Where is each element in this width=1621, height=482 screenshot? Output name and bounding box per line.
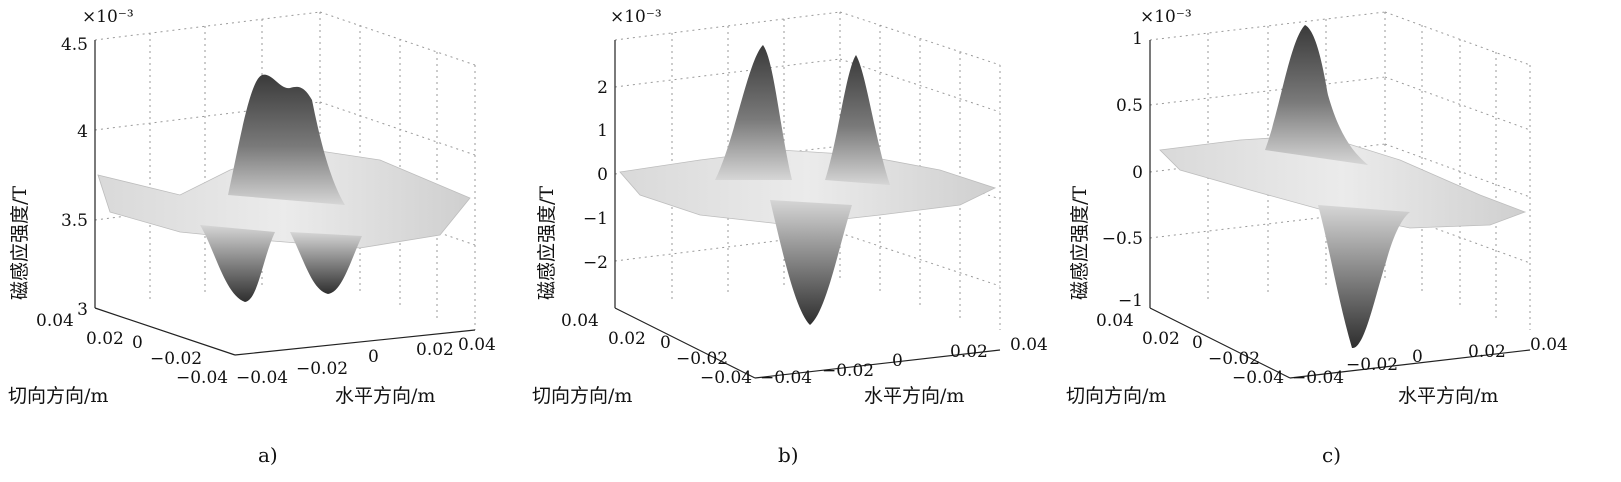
z-tick: −1 bbox=[583, 209, 608, 229]
y-tick: 0.02 bbox=[608, 329, 646, 349]
y-tick: 0.02 bbox=[1142, 329, 1180, 349]
z-tick: 0 bbox=[1132, 163, 1143, 183]
panel-a-base bbox=[94, 40, 476, 356]
panel-c-base bbox=[1149, 40, 1531, 379]
x-axis-label: 水平方向/m bbox=[864, 385, 964, 407]
panel-b-x-ticks: −0.04 −0.02 0 0.02 0.04 bbox=[760, 335, 1048, 388]
x-tick: 0.04 bbox=[1010, 335, 1048, 355]
panel-c: 1 0.5 0 −0.5 −1 ×10⁻³ 磁感应强度/T 0.04 0.02 … bbox=[1066, 7, 1568, 467]
panel-b-surface bbox=[619, 45, 997, 325]
panel-c-surface bbox=[1159, 25, 1527, 349]
z-tick: 1 bbox=[597, 121, 608, 141]
z-tick: −0.5 bbox=[1102, 229, 1143, 249]
y-axis-label: 切向方向/m bbox=[1066, 385, 1166, 407]
x-tick: −0.04 bbox=[236, 368, 288, 388]
x-tick: −0.04 bbox=[760, 368, 812, 388]
x-tick: −0.02 bbox=[296, 359, 348, 379]
panel-caption: b) bbox=[778, 443, 799, 467]
x-tick: −0.02 bbox=[1346, 355, 1398, 375]
panel-c-x-ticks: −0.04 −0.02 0 0.02 0.04 bbox=[1292, 335, 1568, 388]
x-tick: 0.02 bbox=[1468, 342, 1506, 362]
z-tick: 2 bbox=[597, 78, 608, 98]
y-tick: −0.02 bbox=[676, 349, 728, 369]
y-tick: 0.04 bbox=[1096, 311, 1134, 331]
y-tick: 0 bbox=[660, 333, 671, 353]
z-tick: 3.5 bbox=[61, 211, 88, 231]
z-tick: 4 bbox=[77, 122, 88, 142]
x-tick: 0 bbox=[892, 351, 903, 371]
z-axis-label: 磁感应强度/T bbox=[9, 186, 31, 300]
y-axis-label: 切向方向/m bbox=[532, 385, 632, 407]
y-tick: −0.02 bbox=[1208, 349, 1260, 369]
y-tick: −0.04 bbox=[1232, 368, 1284, 388]
multiplier-label: ×10⁻³ bbox=[610, 7, 662, 27]
x-tick: 0 bbox=[1412, 347, 1423, 367]
y-tick: −0.02 bbox=[150, 349, 202, 369]
panel-a: 4.5 4 3.5 3 ×10⁻³ 磁感应强度/T 0.04 0.02 0 −0… bbox=[8, 7, 496, 467]
x-tick: 0 bbox=[368, 347, 379, 367]
panel-b: 2 1 0 −1 −2 ×10⁻³ 磁感应强度/T 0.04 0.02 0 −0… bbox=[532, 7, 1048, 467]
y-tick: 0 bbox=[132, 333, 143, 353]
panel-b-z-ticks: 2 1 0 −1 −2 bbox=[583, 78, 608, 273]
z-tick: −1 bbox=[1118, 291, 1143, 311]
x-tick: −0.04 bbox=[1292, 368, 1344, 388]
panel-a-surface bbox=[97, 74, 471, 302]
panel-caption: a) bbox=[258, 443, 278, 467]
z-tick: −2 bbox=[583, 253, 608, 273]
y-tick: 0.02 bbox=[86, 329, 124, 349]
x-tick: 0.02 bbox=[416, 340, 454, 360]
panel-a-z-ticks: 4.5 4 3.5 3 bbox=[61, 35, 88, 320]
x-axis-label: 水平方向/m bbox=[335, 385, 435, 407]
panel-a-x-ticks: −0.04 −0.02 0 0.02 0.04 bbox=[236, 335, 496, 388]
z-tick: 4.5 bbox=[61, 35, 88, 55]
x-tick: 0.02 bbox=[950, 342, 988, 362]
y-tick: 0.04 bbox=[36, 311, 74, 331]
multiplier-label: ×10⁻³ bbox=[82, 7, 134, 27]
z-axis-label: 磁感应强度/T bbox=[536, 186, 558, 300]
panel-b-base bbox=[614, 40, 1001, 379]
y-tick: 0.04 bbox=[561, 311, 599, 331]
y-tick: −0.04 bbox=[176, 368, 228, 388]
x-tick: 0.04 bbox=[458, 335, 496, 355]
z-tick: 0.5 bbox=[1116, 96, 1143, 116]
multiplier-label: ×10⁻³ bbox=[1140, 7, 1192, 27]
x-tick: −0.02 bbox=[822, 361, 874, 381]
panel-c-z-ticks: 1 0.5 0 −0.5 −1 bbox=[1102, 29, 1143, 311]
panel-c-y-ticks: 0.04 0.02 0 −0.02 −0.04 bbox=[1096, 311, 1284, 388]
z-tick: 1 bbox=[1132, 29, 1143, 49]
z-axis-label: 磁感应强度/T bbox=[1069, 186, 1091, 300]
y-axis-label: 切向方向/m bbox=[8, 385, 108, 407]
panel-caption: c) bbox=[1322, 443, 1341, 467]
panel-a-y-ticks: 0.04 0.02 0 −0.02 −0.04 bbox=[36, 311, 228, 388]
x-axis-label: 水平方向/m bbox=[1398, 385, 1498, 407]
z-tick: 3 bbox=[77, 300, 88, 320]
y-tick: −0.04 bbox=[700, 368, 752, 388]
x-tick: 0.04 bbox=[1530, 335, 1568, 355]
panel-b-y-ticks: 0.04 0.02 0 −0.02 −0.04 bbox=[561, 311, 752, 388]
z-tick: 0 bbox=[597, 165, 608, 185]
y-tick: 0 bbox=[1192, 333, 1203, 353]
